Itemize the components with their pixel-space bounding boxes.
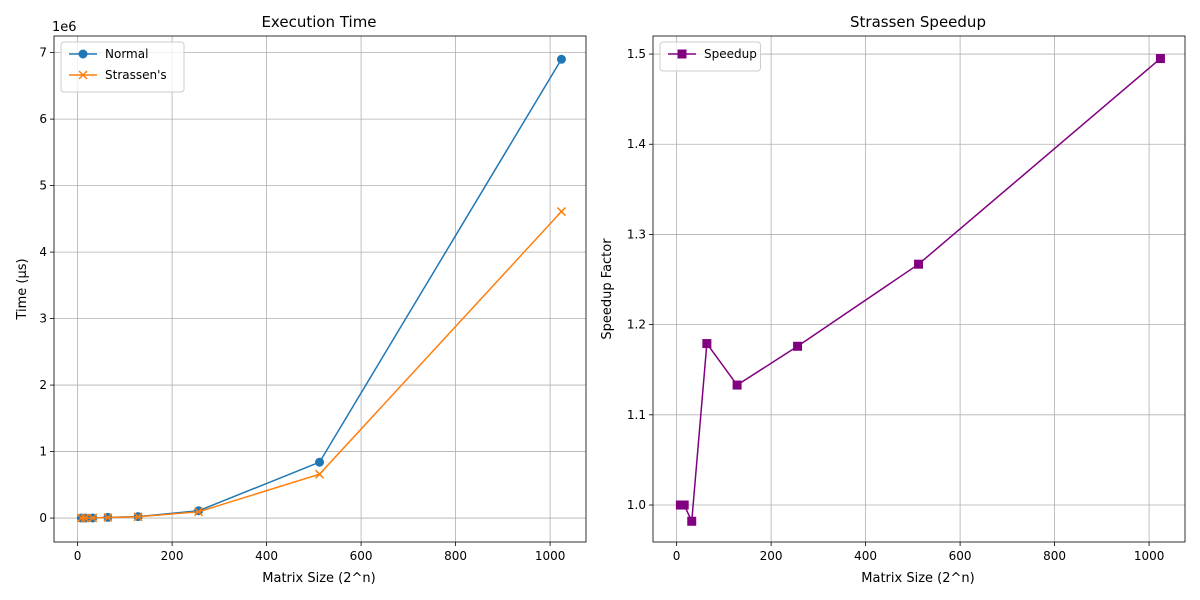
x-axis-label: Matrix Size (2^n) xyxy=(262,571,375,586)
y-tick-label: 1.2 xyxy=(627,318,646,332)
data-point xyxy=(133,512,143,522)
data-point xyxy=(687,516,697,526)
y-tick-label: 1.0 xyxy=(627,498,646,512)
data-point xyxy=(732,380,742,390)
chart-title: Execution Time xyxy=(261,13,376,31)
y-tick-label: 5 xyxy=(39,179,47,193)
x-axis-label: Matrix Size (2^n) xyxy=(861,571,974,586)
x-tick-label: 800 xyxy=(1043,549,1066,563)
x-tick-label: 1000 xyxy=(1134,549,1165,563)
data-point xyxy=(315,457,325,467)
data-point xyxy=(103,512,113,523)
data-point xyxy=(702,339,712,349)
legend-box xyxy=(659,41,761,72)
data-point xyxy=(314,469,325,479)
y-tick-label: 6 xyxy=(39,112,47,126)
data-point xyxy=(76,513,86,523)
series-line xyxy=(81,211,562,519)
y-axis-label: Speedup Factor xyxy=(600,238,615,340)
y-tick-label: 0 xyxy=(39,511,47,525)
chart-strassen-speedup: Strassen Speedup Matrix Size (2^n) Speed… xyxy=(600,13,1186,586)
data-point xyxy=(88,513,98,523)
y-axis-label: Time (µs) xyxy=(15,258,30,320)
data-point xyxy=(556,207,566,217)
y-offset-text: 1e6 xyxy=(52,20,77,35)
data-point xyxy=(679,500,689,510)
y-tick-label: 1.4 xyxy=(627,137,646,151)
chart-title: Strassen Speedup xyxy=(850,13,986,31)
x-tick-label: 400 xyxy=(854,549,877,563)
y-tick-label: 1 xyxy=(39,445,47,459)
legend-label: Speedup xyxy=(704,47,757,61)
x-tick-label: 200 xyxy=(760,549,783,563)
data-point xyxy=(80,513,90,523)
x-tick-label: 0 xyxy=(74,549,82,563)
x-tick-label: 0 xyxy=(673,549,681,563)
data-point xyxy=(1155,54,1165,64)
y-tick-label: 1.3 xyxy=(627,227,646,241)
x-tick-label: 800 xyxy=(444,549,467,563)
legend-label: Strassen's xyxy=(105,68,167,82)
x-tick-label: 1000 xyxy=(535,549,566,563)
x-tick-label: 200 xyxy=(161,549,184,563)
y-tick-label: 1.5 xyxy=(627,47,646,61)
y-tick-label: 1.1 xyxy=(627,408,646,422)
legend: Speedup xyxy=(659,41,761,72)
y-tick-label: 3 xyxy=(39,312,47,326)
y-tick-label: 4 xyxy=(39,245,47,259)
x-tick-label: 400 xyxy=(255,549,278,563)
data-point xyxy=(78,49,88,59)
x-tick-label: 600 xyxy=(949,549,972,563)
y-tick-label: 7 xyxy=(39,46,47,60)
data-point xyxy=(793,341,803,351)
plot-frame xyxy=(652,35,1186,543)
data-point xyxy=(914,259,924,269)
y-tick-label: 2 xyxy=(39,378,47,392)
chart-execution-time: Execution Time Matrix Size (2^n) Time (µ… xyxy=(15,13,587,586)
plot-frame xyxy=(53,35,587,543)
data-point xyxy=(78,70,88,80)
series-line xyxy=(680,57,1161,525)
data-point xyxy=(556,54,566,64)
x-tick-label: 600 xyxy=(350,549,373,563)
data-point xyxy=(677,49,687,59)
legend: Normal Strassen's xyxy=(60,41,185,93)
data-point xyxy=(194,507,204,517)
legend-label: Normal xyxy=(105,47,148,61)
